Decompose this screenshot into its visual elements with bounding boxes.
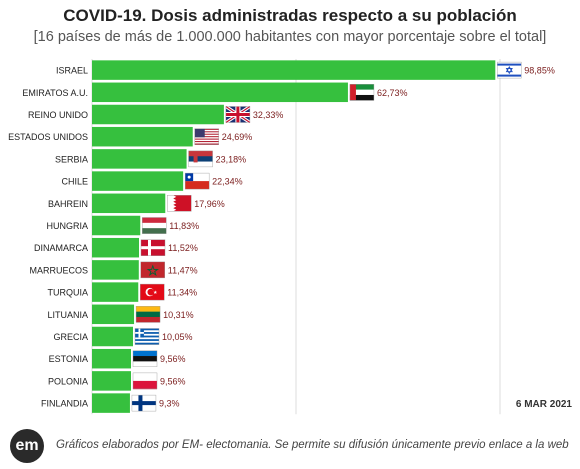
value-label: 11,34%	[167, 288, 197, 298]
category-label: ESTONIA	[49, 354, 88, 364]
value-label: 9,56%	[160, 354, 186, 364]
lithuania-flag	[135, 306, 161, 323]
finland-flag	[131, 394, 157, 412]
category-label: TURQUIA	[48, 288, 89, 298]
category-label: MARRUECOS	[29, 265, 88, 275]
bar-2	[92, 104, 224, 125]
chile-flag	[184, 172, 210, 190]
value-label: 11,47%	[168, 265, 198, 275]
bar-3	[92, 126, 193, 147]
morocco-flag	[140, 261, 165, 279]
greece-flag	[134, 328, 160, 345]
bar-14	[92, 371, 132, 391]
footer: em Gráficos elaborados por EM- electoman…	[0, 423, 580, 469]
estonia-flag	[132, 350, 158, 367]
usa-flag	[194, 128, 219, 145]
value-label: 10,05%	[162, 332, 193, 342]
bar-4	[92, 149, 187, 169]
category-label: LITUANIA	[47, 310, 88, 320]
serbia-flag	[188, 150, 213, 168]
value-label: 62,73%	[377, 88, 408, 98]
bar-11	[92, 304, 135, 325]
bahrain-flag	[167, 195, 192, 212]
category-label: DINAMARCA	[34, 243, 88, 253]
uk-flag	[225, 105, 251, 124]
bar-10	[92, 282, 139, 302]
bar-5	[92, 171, 184, 191]
chart-subtitle: [16 países de más de 1.000.000 habitante…	[33, 29, 547, 45]
value-label: 9,3%	[159, 399, 180, 409]
bar-12	[92, 326, 134, 347]
value-label: 11,52%	[168, 243, 198, 253]
value-label: 32,33%	[253, 110, 284, 120]
category-label: CHILE	[61, 177, 88, 187]
hungary-flag	[142, 217, 167, 234]
value-label: 11,83%	[169, 221, 199, 231]
poland-flag	[132, 372, 158, 390]
category-label: HUNGRIA	[46, 221, 88, 231]
em-logo-text: em	[15, 437, 39, 454]
uae-flag	[349, 84, 375, 101]
category-label: POLONIA	[48, 376, 88, 386]
category-label: GRECIA	[53, 332, 88, 342]
value-label: 10,31%	[163, 310, 194, 320]
value-label: 9,56%	[160, 376, 186, 386]
category-label: FINLANDIA	[41, 399, 88, 409]
category-label: ISRAEL	[56, 66, 88, 76]
value-label: 22,34%	[212, 177, 243, 187]
category-label: REINO UNIDO	[28, 110, 88, 120]
category-label: ESTADOS UNIDOS	[8, 132, 88, 142]
chart-title: COVID-19. Dosis administradas respecto a…	[63, 6, 517, 25]
bar-chart: ISRAEL 98,85% EMIRATOS A.U. 62,73% REINO UNI…	[8, 59, 555, 415]
bar-13	[92, 348, 132, 369]
value-label: 17,96%	[194, 199, 225, 209]
denmark-flag	[140, 239, 166, 256]
date-label: 6 MAR 2021	[515, 399, 572, 410]
bar-0	[92, 60, 496, 80]
bar-9	[92, 260, 139, 280]
bar-7	[92, 215, 141, 236]
category-label: SERBIA	[55, 154, 88, 164]
value-label: 98,85%	[524, 66, 555, 76]
turkey-flag	[140, 283, 165, 301]
bar-8	[92, 237, 140, 258]
bar-1	[92, 82, 348, 103]
bar-15	[92, 393, 130, 413]
value-label: 23,18%	[216, 154, 247, 164]
israel-flag	[497, 61, 522, 79]
value-label: 24,69%	[222, 132, 253, 142]
footer-credit: Gráficos elaborados por EM- electomania.…	[56, 439, 569, 451]
category-label: EMIRATOS A.U.	[22, 88, 88, 98]
bar-6	[92, 193, 166, 214]
category-label: BAHREIN	[48, 199, 88, 209]
em-logo	[10, 429, 44, 463]
